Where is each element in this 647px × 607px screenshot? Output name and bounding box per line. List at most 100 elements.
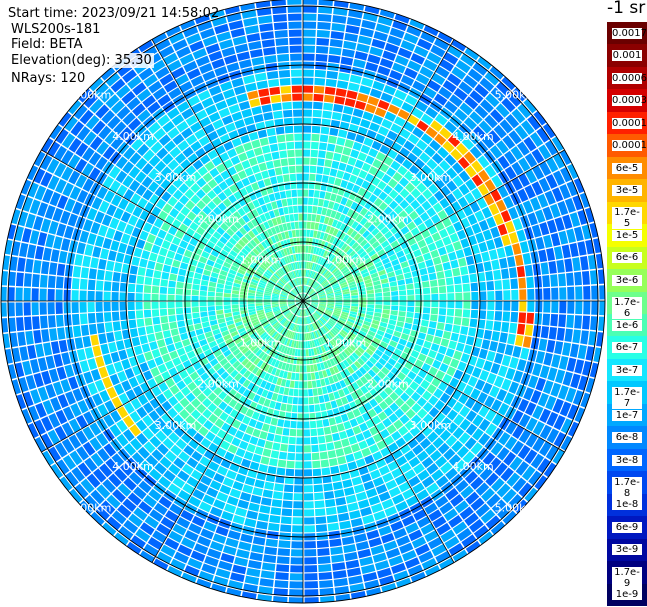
range-gate (47, 141, 61, 157)
colorbar-tick-label: 6e-5 (612, 162, 642, 174)
range-gate (303, 237, 306, 245)
range-gate (557, 385, 569, 400)
range-gate (493, 124, 507, 139)
range-gate (282, 289, 289, 294)
range-gate (350, 201, 359, 211)
range-gate (394, 269, 403, 276)
range-gate (274, 360, 280, 368)
range-gate (328, 54, 341, 64)
range-gate (343, 377, 351, 386)
range-gate (288, 29, 302, 37)
range-gate (288, 597, 303, 603)
range-gate (524, 449, 538, 465)
range-gate (351, 241, 359, 250)
range-gate (275, 324, 282, 331)
range-gate (198, 135, 210, 147)
range-gate (333, 391, 341, 400)
range-gate (419, 212, 430, 222)
range-gate (294, 262, 298, 270)
range-gate (381, 240, 390, 249)
azimuth-spoke (151, 39, 304, 302)
range-gate (316, 166, 324, 174)
range-gate (295, 298, 303, 301)
range-gate (271, 296, 279, 299)
range-gate (442, 261, 451, 271)
range-gate (269, 265, 276, 273)
range-gate (151, 386, 162, 397)
range-gate (260, 31, 274, 40)
range-gate (287, 298, 295, 301)
range-gate (124, 224, 135, 235)
range-gate (255, 293, 263, 297)
range-gate (455, 342, 465, 352)
range-gate (508, 381, 520, 395)
range-gate (396, 321, 405, 328)
colorbar-tick-label: 1.7e-8 (612, 476, 642, 499)
range-gate (241, 248, 249, 256)
range-gate (25, 330, 34, 345)
range-gate (193, 216, 203, 226)
range-gate (175, 301, 183, 308)
range-gate (334, 324, 342, 331)
range-gate (322, 233, 329, 241)
range-gate (164, 257, 173, 266)
range-gate (196, 414, 208, 425)
range-gate (219, 358, 229, 367)
range-gate (359, 366, 367, 375)
range-gate (489, 66, 504, 80)
range-gate (247, 382, 255, 391)
range-gate (478, 169, 490, 183)
range-gate (503, 195, 514, 209)
range-gate (410, 391, 421, 402)
range-gate (419, 268, 428, 276)
range-gate (342, 479, 353, 489)
range-gate (287, 282, 293, 289)
range-gate (570, 373, 581, 389)
range-gate (378, 269, 386, 276)
range-gate (327, 274, 334, 281)
range-gate (287, 322, 292, 329)
range-gate (342, 359, 350, 368)
range-gate (279, 298, 287, 301)
range-gate (243, 336, 251, 343)
range-gate (356, 236, 365, 244)
range-gate (383, 453, 395, 464)
range-gate (176, 380, 187, 390)
range-gate (432, 359, 442, 370)
range-gate (339, 281, 348, 287)
range-gate (458, 432, 471, 445)
range-gate (293, 324, 297, 332)
range-gate (200, 285, 208, 291)
range-gate (403, 346, 413, 355)
range-gate (503, 290, 511, 300)
range-gate (314, 500, 325, 509)
range-gate (255, 225, 263, 234)
range-gate (277, 260, 283, 268)
range-gate (496, 389, 508, 402)
range-gate (216, 309, 224, 315)
range-gate (329, 358, 336, 367)
range-gate (469, 146, 483, 159)
range-gate (255, 404, 263, 413)
range-gate (335, 294, 343, 298)
range-gate (267, 219, 274, 228)
range-gate (371, 365, 380, 374)
range-gate (237, 207, 246, 217)
range-gate (331, 554, 345, 563)
range-gate (33, 330, 42, 344)
range-gate (161, 400, 173, 412)
range-gate (325, 78, 337, 87)
range-gate (423, 86, 437, 99)
range-gate (272, 306, 280, 310)
range-gate (254, 446, 264, 455)
range-gate (281, 266, 287, 274)
range-gate (240, 288, 248, 293)
range-gate (508, 494, 523, 509)
range-gate (267, 465, 277, 475)
range-gate (37, 202, 49, 217)
range-gate (283, 239, 289, 248)
range-gate (493, 236, 504, 249)
range-gate (148, 488, 162, 502)
range-gate (158, 496, 173, 509)
range-gate (214, 333, 223, 340)
